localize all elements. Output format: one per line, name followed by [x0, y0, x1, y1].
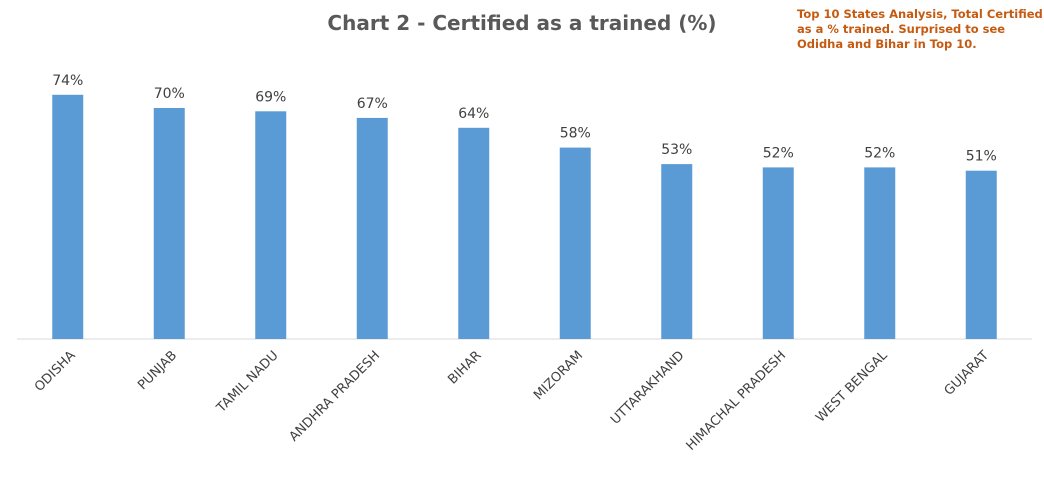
- category-label: BIHAR: [445, 348, 484, 387]
- annotation-line-2: as a % trained. Surprised to see: [797, 22, 1006, 36]
- bar-punjab: [153, 108, 185, 339]
- bar-bihar: [458, 127, 490, 339]
- category-label: MIZORAM: [531, 348, 586, 403]
- data-label: 51%: [966, 149, 997, 165]
- data-label: 64%: [458, 106, 489, 122]
- bar-gujarat: [965, 170, 997, 339]
- bar-tamil-nadu: [255, 111, 287, 339]
- data-labels-group: 74% 70% 69% 67% 64% 58% 53% 52% 52% 51%: [52, 73, 997, 165]
- data-label: 52%: [763, 145, 794, 161]
- annotation-line-3: Odidha and Bihar in Top 10.: [797, 37, 977, 51]
- data-label: 69%: [255, 89, 286, 105]
- data-label: 53%: [661, 142, 692, 158]
- category-label: TAMIL NADU: [213, 348, 281, 416]
- annotation-line-1: Top 10 States Analysis, Total Certified: [797, 7, 1043, 21]
- bar-odisha: [52, 94, 84, 339]
- data-label: 74%: [52, 73, 83, 89]
- bar-himachal-pradesh: [762, 167, 794, 339]
- data-label: 67%: [357, 96, 388, 112]
- category-label: HIMACHAL PRADESH: [684, 348, 789, 453]
- category-label: ANDHRA PRADESH: [287, 348, 383, 444]
- category-label: UTTARAKHAND: [608, 348, 687, 427]
- chart-title: Chart 2 - Certified as a trained (%): [327, 11, 717, 35]
- category-labels-group: ODISHA PUNJAB TAMIL NADU ANDHRA PRADESH BIHA…: [32, 348, 992, 454]
- bar-andhra-pradesh: [356, 117, 388, 340]
- category-label: ODISHA: [32, 348, 79, 395]
- chart-annotation: Top 10 States Analysis, Total Certified …: [797, 7, 1043, 52]
- bars-group: [52, 94, 997, 340]
- bar-uttarakhand: [661, 164, 693, 339]
- category-label: GUJARAT: [942, 348, 993, 399]
- category-label: PUNJAB: [135, 348, 180, 393]
- bar-mizoram: [559, 147, 591, 339]
- data-label: 58%: [560, 126, 591, 142]
- category-label: WEST BENGAL: [813, 348, 891, 426]
- data-label: 52%: [864, 145, 895, 161]
- data-label: 70%: [154, 86, 185, 102]
- bar-west-bengal: [864, 167, 896, 339]
